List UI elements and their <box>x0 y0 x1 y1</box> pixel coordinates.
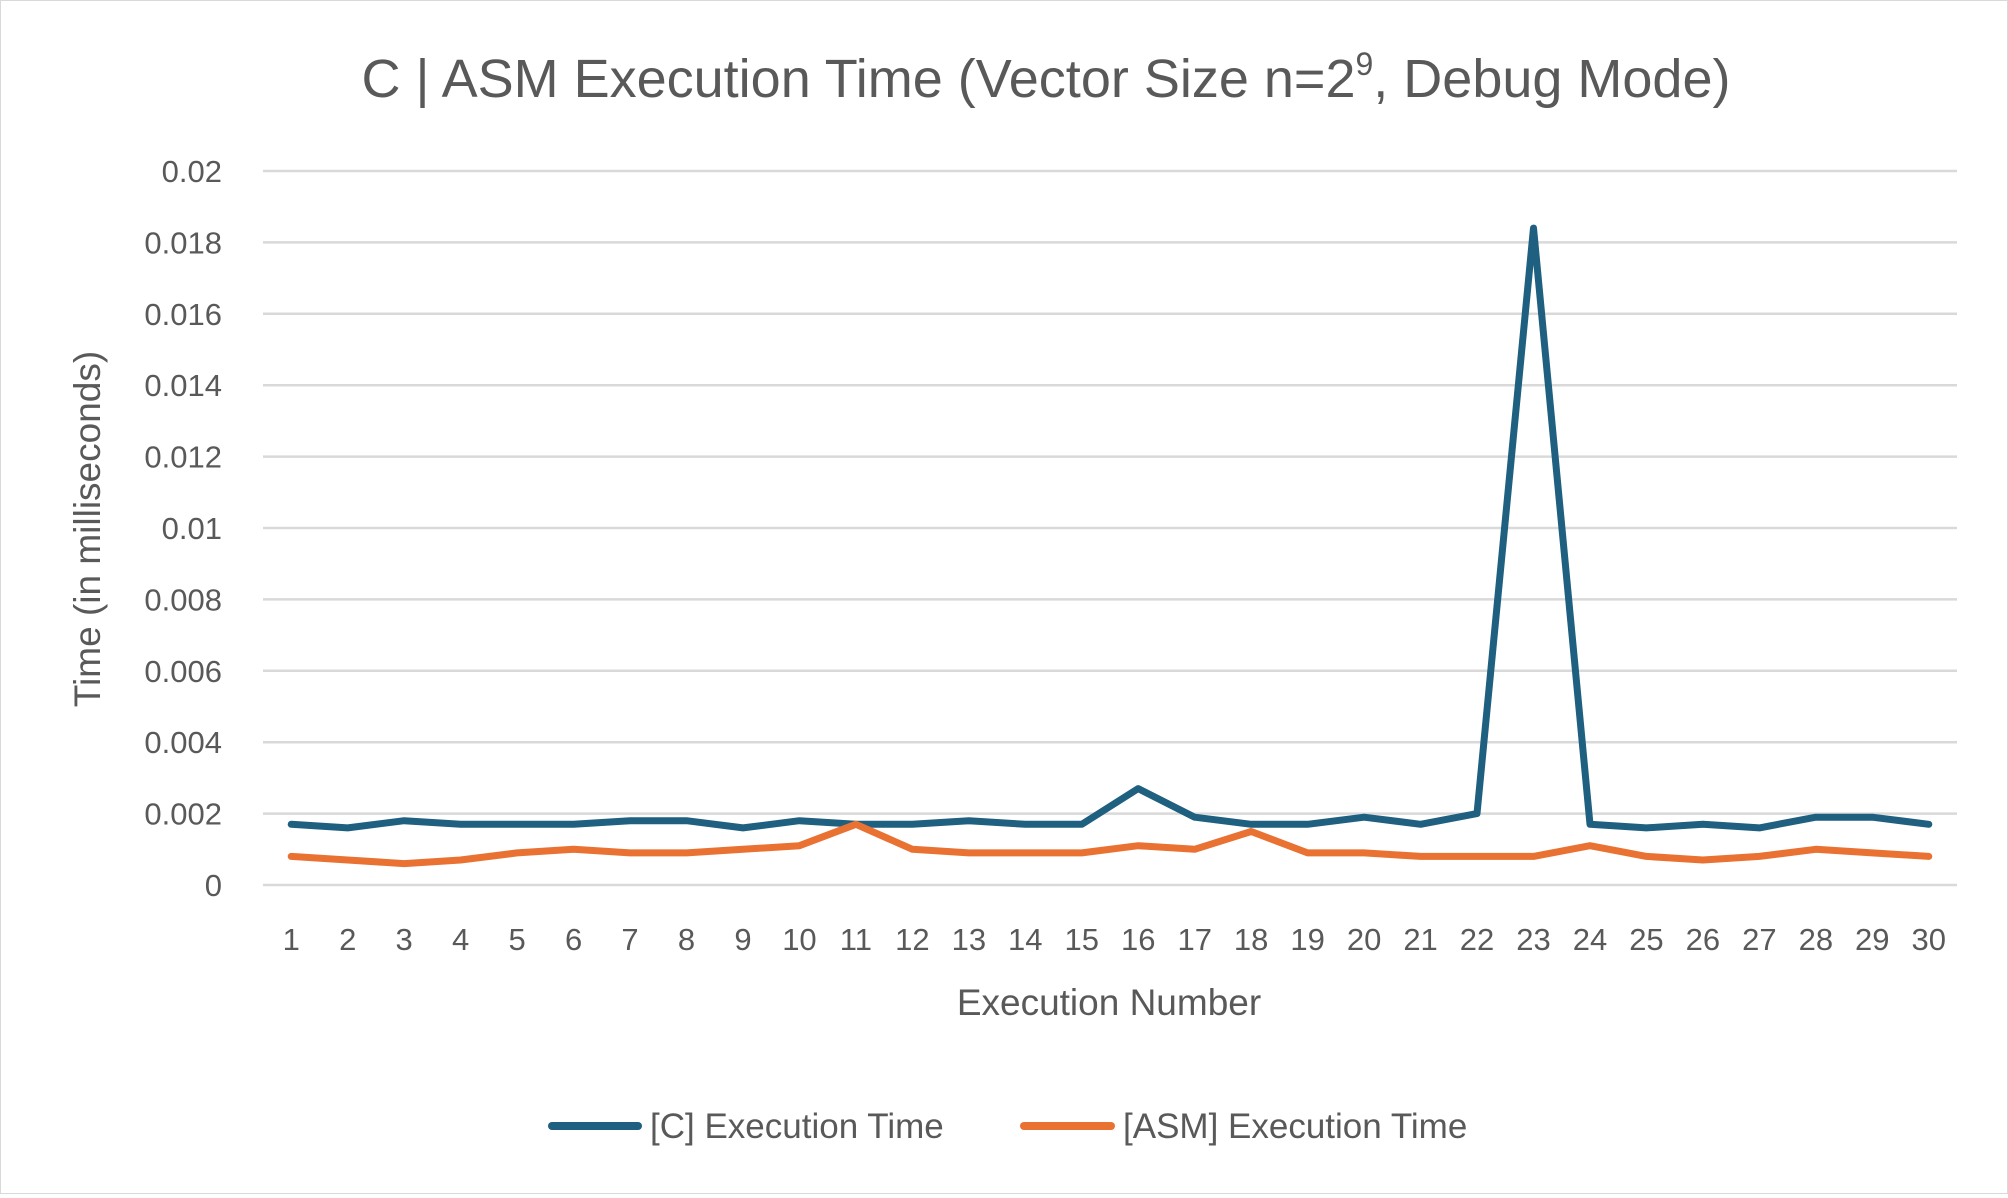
x-tick-label: 19 <box>1290 922 1324 957</box>
chart-title: C | ASM Execution Time (Vector Size n=29… <box>362 46 1731 109</box>
y-tick-label: 0 <box>205 868 222 903</box>
legend: [C] Execution Time [ASM] Execution Time <box>548 1107 1467 1146</box>
x-tick-label: 15 <box>1065 922 1099 957</box>
y-tick-label: 0.014 <box>144 368 222 403</box>
y-axis-tick-labels: 0 0.002 0.004 0.006 0.008 0.01 0.012 0.014 0.016… <box>144 154 222 903</box>
x-tick-label: 18 <box>1234 922 1268 957</box>
x-tick-label: 23 <box>1516 922 1550 957</box>
x-tick-label: 20 <box>1347 922 1381 957</box>
x-tick-label: 6 <box>565 922 582 957</box>
chart-title-superscript: 9 <box>1355 46 1373 82</box>
x-tick-label: 3 <box>396 922 413 957</box>
x-tick-label: 7 <box>621 922 638 957</box>
x-tick-label: 16 <box>1121 922 1155 957</box>
x-tick-label: 2 <box>339 922 356 957</box>
x-tick-label: 8 <box>678 922 695 957</box>
chart-title-suffix: , Debug Mode) <box>1373 49 1730 109</box>
legend-label: [C] Execution Time <box>650 1107 944 1146</box>
x-tick-label: 12 <box>895 922 929 957</box>
y-tick-label: 0.002 <box>144 797 222 832</box>
x-tick-label: 25 <box>1629 922 1663 957</box>
x-tick-label: 11 <box>840 922 872 957</box>
x-tick-label: 4 <box>452 922 469 957</box>
legend-label: [ASM] Execution Time <box>1123 1107 1467 1146</box>
x-tick-label: 30 <box>1912 922 1946 957</box>
y-tick-label: 0.012 <box>144 440 222 475</box>
y-tick-label: 0.004 <box>144 725 222 760</box>
y-axis-title: Time (in milliseconds) <box>67 351 108 707</box>
x-tick-label: 22 <box>1460 922 1494 957</box>
x-axis-tick-labels: 1 2 3 4 5 6 7 8 9 10 11 12 13 14 15 16 17 18 19 20 21 22 23 24 2… <box>283 922 1946 957</box>
x-tick-label: 29 <box>1855 922 1889 957</box>
x-tick-label: 5 <box>508 922 525 957</box>
series-lines <box>287 224 1933 868</box>
x-tick-label: 10 <box>782 922 816 957</box>
y-tick-label: 0.01 <box>162 511 222 546</box>
x-tick-label: 21 <box>1403 922 1437 957</box>
series-line-c <box>287 224 1933 832</box>
x-tick-label: 26 <box>1686 922 1720 957</box>
series-line-asm <box>287 820 1933 868</box>
y-tick-label: 0.016 <box>144 297 222 332</box>
x-tick-label: 1 <box>283 922 300 957</box>
x-axis-title: Execution Number <box>957 982 1261 1023</box>
gridlines <box>263 169 1957 887</box>
y-tick-label: 0.02 <box>162 154 222 189</box>
x-tick-label: 13 <box>952 922 986 957</box>
y-tick-label: 0.008 <box>144 582 222 617</box>
chart-title-main: C | ASM Execution Time (Vector Size n=2 <box>362 49 1356 109</box>
x-tick-label: 28 <box>1799 922 1833 957</box>
y-tick-label: 0.006 <box>144 654 222 689</box>
x-tick-label: 17 <box>1177 922 1211 957</box>
x-tick-label: 27 <box>1742 922 1776 957</box>
x-tick-label: 9 <box>734 922 751 957</box>
x-tick-label: 14 <box>1008 922 1042 957</box>
y-tick-label: 0.018 <box>144 225 222 260</box>
x-tick-label: 24 <box>1573 922 1607 957</box>
